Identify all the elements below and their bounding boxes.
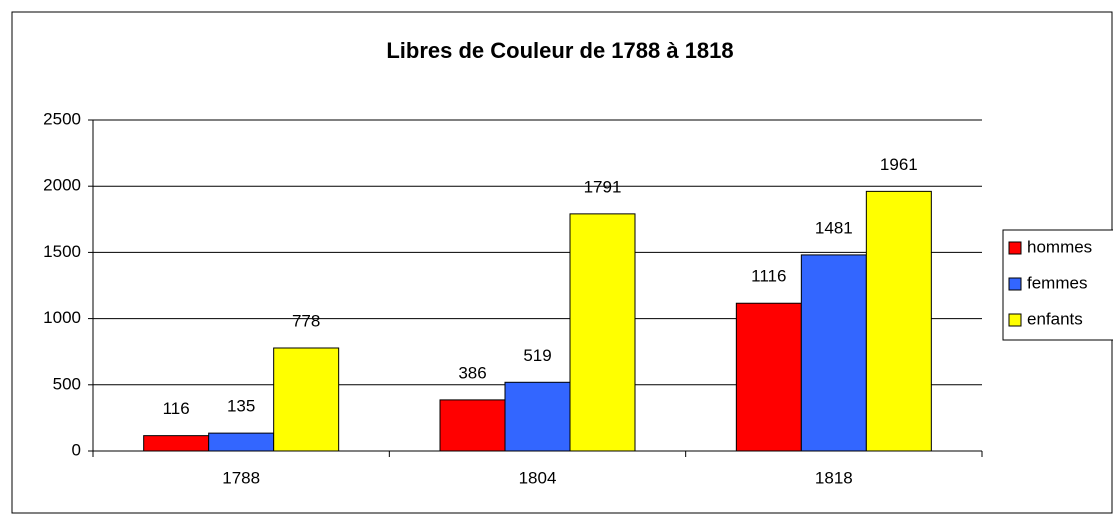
x-tick-label: 1788 — [222, 468, 260, 487]
data-label: 778 — [292, 311, 320, 330]
y-tick-label: 500 — [53, 374, 81, 393]
bar — [865, 190, 932, 452]
y-tick-label: 1000 — [43, 308, 81, 327]
y-tick-label: 1500 — [43, 242, 81, 261]
bar — [208, 432, 275, 452]
legend-label: enfants — [1027, 309, 1083, 328]
bar — [735, 302, 802, 452]
data-label: 116 — [163, 399, 190, 418]
legend-swatch — [1008, 277, 1022, 291]
data-label: 1481 — [815, 218, 853, 237]
data-label: 1116 — [751, 267, 786, 286]
x-tick-label: 1804 — [519, 468, 557, 487]
data-label: 1791 — [584, 177, 622, 196]
legend-label: femmes — [1027, 273, 1087, 292]
bar — [800, 254, 867, 452]
data-label: 1961 — [880, 155, 918, 174]
bar — [504, 381, 571, 452]
data-label: 386 — [458, 363, 486, 382]
legend-swatch — [1008, 241, 1022, 255]
bar — [143, 435, 210, 452]
bar — [569, 213, 636, 452]
chart-title: Libres de Couleur de 1788 à 1818 — [386, 38, 733, 63]
x-tick-label: 1818 — [815, 468, 853, 487]
data-label: 519 — [523, 346, 551, 365]
legend-label: hommes — [1027, 237, 1092, 256]
y-tick-label: 0 — [72, 440, 81, 459]
y-tick-label: 2000 — [43, 176, 81, 195]
y-tick-label: 2500 — [43, 109, 81, 128]
bar — [439, 399, 506, 452]
bar — [273, 347, 340, 452]
legend-swatch — [1008, 313, 1022, 327]
data-label: 135 — [227, 397, 255, 416]
